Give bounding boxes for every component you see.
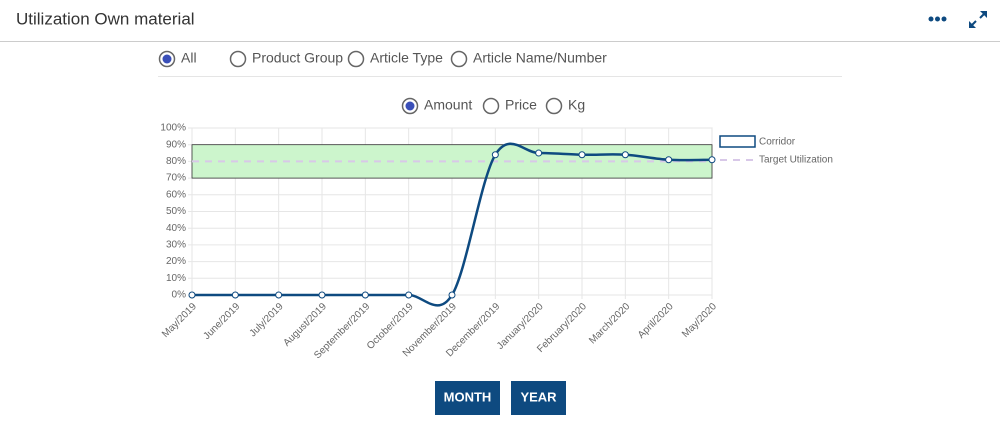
radio[interactable] <box>450 50 468 68</box>
menu-icon[interactable] <box>928 16 947 22</box>
radio-label[interactable]: Product Group <box>252 50 343 66</box>
radio[interactable] <box>482 97 500 115</box>
y-tick-label: 20% <box>166 256 186 267</box>
header-title: Utilization Own material <box>16 9 195 28</box>
radio[interactable] <box>545 97 563 115</box>
radio-dot <box>405 101 415 111</box>
x-tick-label: June/2019 <box>202 301 243 342</box>
y-tick-label: 0% <box>172 290 187 301</box>
data-point <box>708 156 716 164</box>
data-point <box>491 151 499 159</box>
y-tick-label: 40% <box>166 223 186 234</box>
x-tick-label: April/2020 <box>636 301 676 341</box>
legend-corridor <box>719 135 756 148</box>
button[interactable] <box>511 381 566 415</box>
radio-label[interactable]: Article Type <box>370 50 443 66</box>
radio-dot <box>162 54 172 64</box>
legend-label: Corridor <box>759 137 796 148</box>
y-tick-label: 60% <box>166 189 186 200</box>
data-point <box>188 291 196 299</box>
data-point <box>578 151 586 159</box>
radio-label[interactable]: All <box>181 50 197 66</box>
y-tick-label: 50% <box>166 206 186 217</box>
button-label[interactable]: YEAR <box>520 389 557 404</box>
x-tick-label: August/2019 <box>281 301 329 349</box>
y-tick-label: 10% <box>166 273 186 284</box>
radio-label[interactable]: Kg <box>568 97 585 113</box>
data-point <box>535 149 543 157</box>
x-tick-label: May/2020 <box>680 301 719 340</box>
y-tick-label: 80% <box>166 156 186 167</box>
y-tick-label: 30% <box>166 240 186 251</box>
radio-label[interactable]: Amount <box>424 97 472 113</box>
x-tick-label: May/2019 <box>160 301 199 340</box>
expand-icon[interactable] <box>969 11 987 28</box>
button[interactable] <box>435 381 500 415</box>
legend-label: Target Utilization <box>759 155 833 166</box>
x-tick-label: March/2020 <box>587 301 632 346</box>
radio[interactable] <box>229 50 247 68</box>
y-tick-label: 70% <box>166 173 186 184</box>
data-point <box>665 156 673 164</box>
radio[interactable] <box>347 50 365 68</box>
x-tick-label: July/2019 <box>248 301 286 339</box>
radio-label[interactable]: Price <box>505 97 537 113</box>
data-point <box>231 291 239 299</box>
y-tick-label: 90% <box>166 139 186 150</box>
data-point <box>621 151 629 159</box>
data-point <box>361 291 369 299</box>
y-tick-label: 100% <box>160 123 186 134</box>
button-label[interactable]: MONTH <box>444 389 492 404</box>
data-point <box>405 291 413 299</box>
radio-label[interactable]: Article Name/Number <box>473 50 607 66</box>
data-point <box>275 291 283 299</box>
data-point <box>448 291 456 299</box>
data-point <box>318 291 326 299</box>
